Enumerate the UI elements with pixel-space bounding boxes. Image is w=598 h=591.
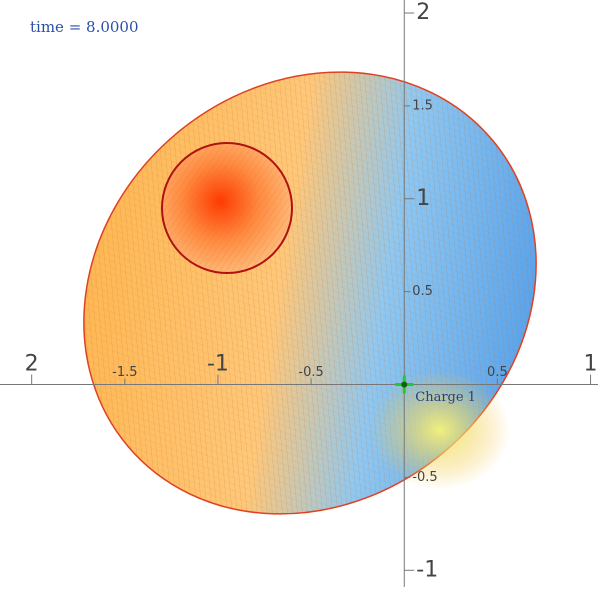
x-tick-label: 2 — [25, 352, 39, 377]
x-tick-label: -0.5 — [298, 365, 323, 380]
x-tick-label: 1 — [584, 352, 598, 377]
x-tick-label: -1 — [207, 352, 229, 377]
object-hatch — [162, 143, 292, 273]
y-tick-label: -1 — [416, 557, 438, 582]
time-label: time = 8.0000 — [30, 18, 139, 36]
charge-dot — [401, 381, 408, 388]
y-tick-label: 2 — [416, 0, 430, 25]
y-tick-label: 0.5 — [412, 284, 433, 299]
charge-glow — [370, 370, 510, 490]
charge-label: Charge 1 — [415, 390, 476, 405]
y-tick-label: 1 — [416, 186, 430, 211]
x-tick-label: 0.5 — [487, 365, 508, 380]
y-tick-label: 1.5 — [412, 98, 433, 113]
y-tick-label: -0.5 — [412, 470, 437, 485]
x-tick-label: -1.5 — [112, 365, 137, 380]
